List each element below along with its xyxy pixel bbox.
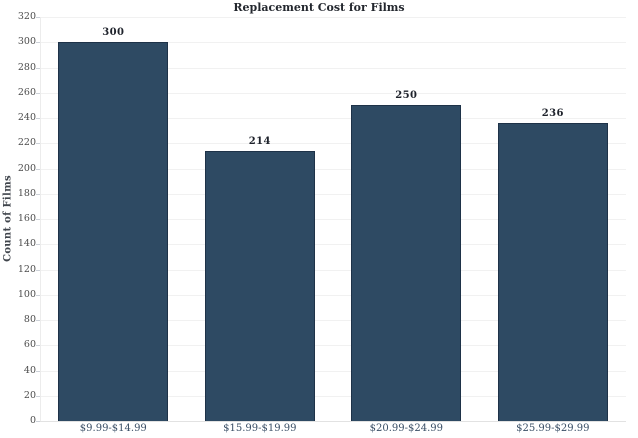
x-tick-label: $9.99-$14.99 bbox=[79, 423, 147, 434]
y-gridline bbox=[40, 93, 626, 94]
y-gridline bbox=[40, 219, 626, 220]
y-gridline bbox=[40, 17, 626, 18]
x-tick-label: $15.99-$19.99 bbox=[223, 423, 297, 434]
y-tick-label: 20 bbox=[23, 390, 36, 401]
y-gridline bbox=[40, 320, 626, 321]
bar-value-label: 250 bbox=[395, 90, 418, 102]
y-tick-mark bbox=[36, 118, 40, 119]
y-tick-label: 260 bbox=[17, 87, 36, 98]
y-gridline bbox=[40, 118, 626, 119]
y-tick-label: 240 bbox=[17, 112, 36, 123]
y-tick-mark bbox=[36, 371, 40, 372]
y-gridline bbox=[40, 244, 626, 245]
y-gridline bbox=[40, 169, 626, 170]
y-tick-label: 120 bbox=[17, 264, 36, 275]
y-gridline bbox=[40, 270, 626, 271]
y-tick-label: 100 bbox=[17, 289, 36, 300]
y-gridline bbox=[40, 68, 626, 69]
y-gridline bbox=[40, 295, 626, 296]
y-tick-label: 0 bbox=[29, 415, 36, 426]
bar-value-label: 214 bbox=[248, 135, 271, 147]
x-tick-label: $20.99-$24.99 bbox=[369, 423, 443, 434]
y-tick-mark bbox=[36, 244, 40, 245]
bar bbox=[58, 42, 169, 422]
y-tick-label: 220 bbox=[17, 137, 36, 148]
y-gridline bbox=[40, 371, 626, 372]
y-tick-label: 60 bbox=[23, 339, 36, 350]
y-tick-label: 140 bbox=[17, 238, 36, 249]
y-tick-mark bbox=[36, 68, 40, 69]
y-tick-label: 200 bbox=[17, 163, 36, 174]
y-tick-mark bbox=[36, 345, 40, 346]
y-tick-mark bbox=[36, 396, 40, 397]
y-tick-label: 280 bbox=[17, 62, 36, 73]
y-tick-mark bbox=[36, 194, 40, 195]
y-gridline bbox=[40, 194, 626, 195]
y-tick-label: 180 bbox=[17, 188, 36, 199]
bar-value-label: 236 bbox=[541, 108, 564, 119]
bar bbox=[351, 105, 462, 421]
y-tick-mark bbox=[36, 93, 40, 94]
y-gridline bbox=[40, 42, 626, 43]
chart-title: Replacement Cost for Films bbox=[233, 1, 405, 14]
y-tick-mark bbox=[36, 421, 40, 422]
y-tick-mark bbox=[36, 17, 40, 18]
y-tick-label: 320 bbox=[17, 11, 36, 22]
y-tick-mark bbox=[36, 320, 40, 321]
y-gridline bbox=[40, 143, 626, 144]
y-tick-mark bbox=[36, 295, 40, 296]
y-tick-label: 80 bbox=[23, 314, 36, 325]
y-tick-label: 40 bbox=[23, 365, 36, 376]
y-tick-mark bbox=[36, 270, 40, 271]
bar bbox=[497, 123, 608, 421]
y-gridline bbox=[40, 421, 626, 422]
bar bbox=[204, 150, 315, 421]
y-tick-label: 300 bbox=[17, 36, 36, 47]
y-axis-line bbox=[40, 17, 41, 421]
y-tick-label: 160 bbox=[17, 213, 36, 224]
y-tick-mark bbox=[36, 169, 40, 170]
y-tick-mark bbox=[36, 219, 40, 220]
y-tick-mark bbox=[36, 143, 40, 144]
y-tick-mark bbox=[36, 42, 40, 43]
bar-value-label: 300 bbox=[102, 27, 125, 39]
x-tick-label: $25.99-$29.99 bbox=[516, 423, 590, 434]
y-gridline bbox=[40, 396, 626, 397]
y-gridline bbox=[40, 345, 626, 346]
